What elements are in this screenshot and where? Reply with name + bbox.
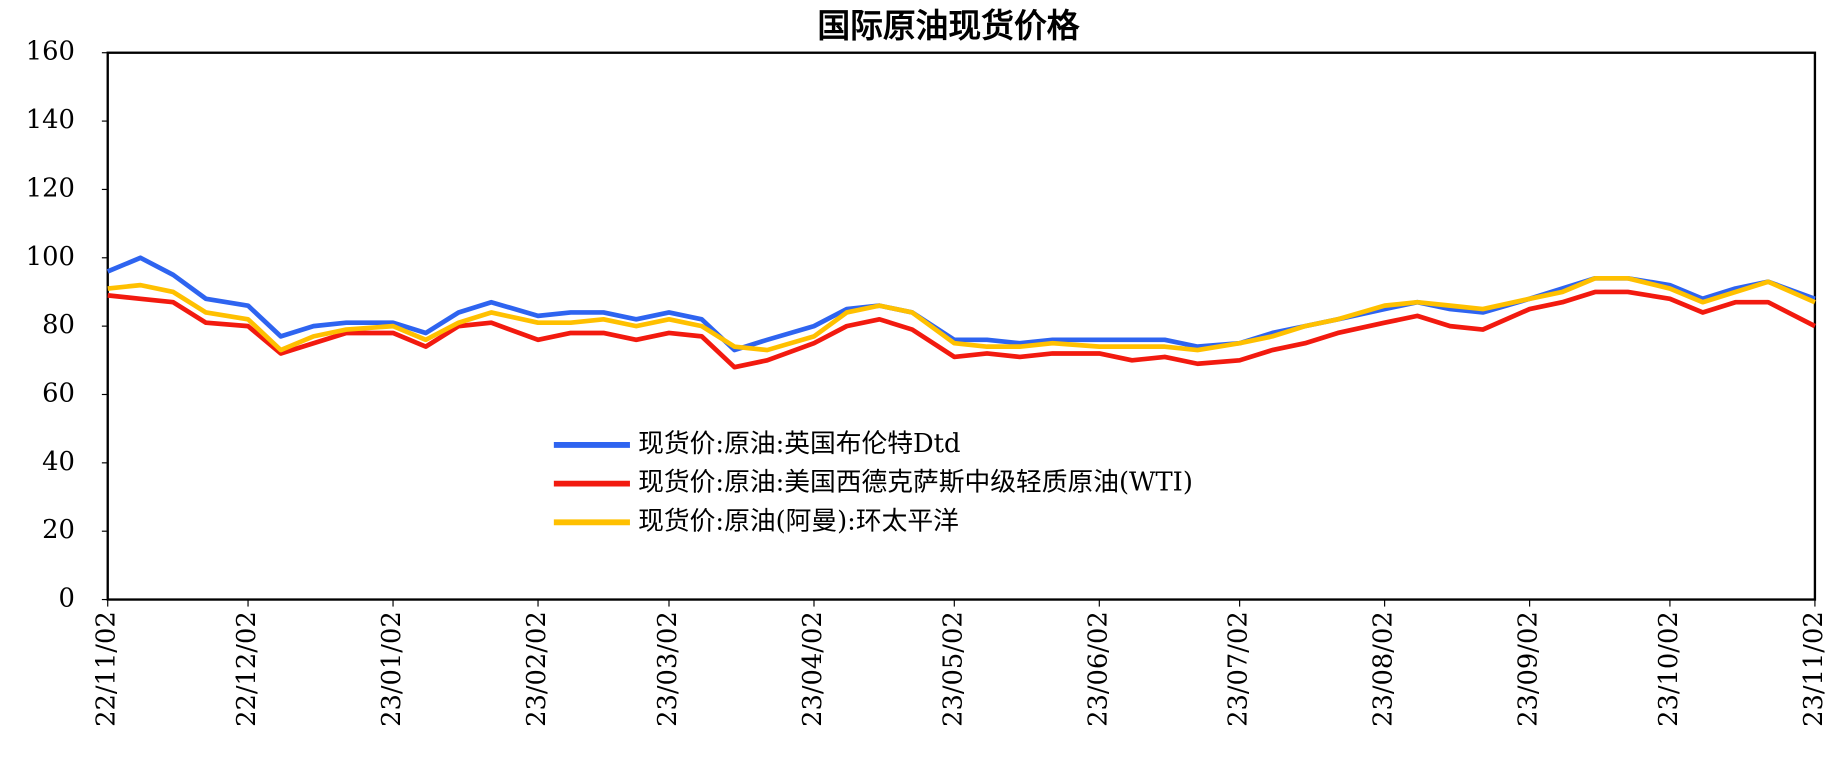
x-tick-label: 23/05/02 bbox=[938, 611, 968, 727]
y-tick-label: 100 bbox=[26, 242, 75, 272]
y-tick-label: 140 bbox=[26, 105, 75, 135]
x-tick-label: 22/12/02 bbox=[232, 611, 262, 727]
y-tick-label: 80 bbox=[42, 310, 75, 340]
y-tick-label: 160 bbox=[26, 37, 75, 67]
y-tick-label: 60 bbox=[42, 378, 75, 408]
series-line bbox=[107, 275, 1816, 353]
x-tick-label: 23/06/02 bbox=[1083, 611, 1113, 727]
y-tick-label: 120 bbox=[26, 173, 75, 203]
chart-title: 国际原油现货价格 bbox=[817, 6, 1079, 45]
x-tick-label: 23/07/02 bbox=[1224, 611, 1254, 727]
x-tick-label: 23/08/02 bbox=[1369, 611, 1399, 727]
x-tick-label: 23/03/02 bbox=[653, 611, 683, 727]
x-tick-label: 23/11/02 bbox=[1799, 611, 1829, 727]
x-tick-label: 23/02/02 bbox=[522, 611, 552, 727]
y-tick-label: 20 bbox=[42, 515, 75, 545]
x-tick-label: 23/09/02 bbox=[1514, 611, 1544, 727]
legend-label: 现货价:原油:英国布伦特Dtd bbox=[638, 429, 960, 459]
legend-label: 现货价:原油:美国西德克萨斯中级轻质原油(WTI) bbox=[638, 468, 1193, 498]
x-tick-label: 22/11/02 bbox=[92, 611, 122, 727]
series-line bbox=[107, 289, 1816, 370]
x-tick-label: 23/04/02 bbox=[798, 611, 828, 727]
y-tick-label: 0 bbox=[59, 584, 75, 614]
x-tick-label: 23/10/02 bbox=[1654, 611, 1684, 727]
x-tick-label: 23/01/02 bbox=[377, 611, 407, 727]
y-tick-label: 40 bbox=[42, 447, 75, 477]
legend-label: 现货价:原油(阿曼):环太平洋 bbox=[638, 506, 959, 536]
